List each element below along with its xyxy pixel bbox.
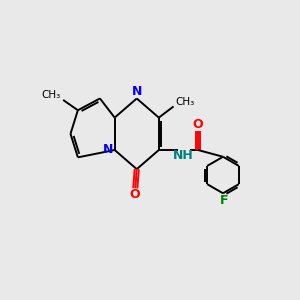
Text: O: O bbox=[129, 188, 140, 201]
Text: N: N bbox=[132, 85, 142, 98]
Text: NH: NH bbox=[173, 149, 194, 162]
Text: CH₃: CH₃ bbox=[175, 97, 194, 107]
Text: N: N bbox=[103, 143, 113, 157]
Text: CH₃: CH₃ bbox=[41, 90, 60, 100]
Text: O: O bbox=[193, 118, 203, 131]
Text: F: F bbox=[220, 194, 229, 207]
